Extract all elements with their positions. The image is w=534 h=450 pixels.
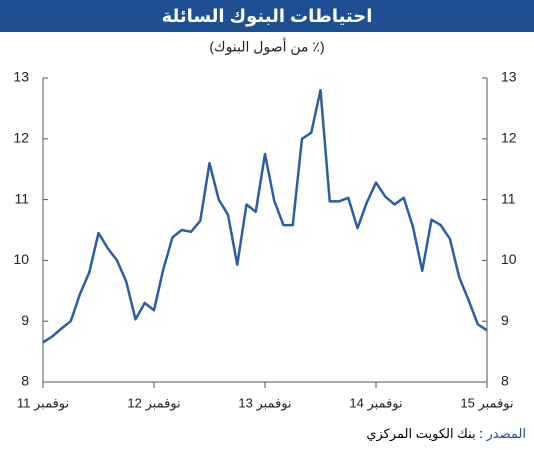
y2-tick-label: 9 <box>501 312 509 328</box>
chart-title: احتياطات البنوك السائلة <box>162 6 373 27</box>
x-tick-label: نوفمبر 13 <box>238 395 291 411</box>
y-tick-label: 10 <box>13 251 29 267</box>
y-tick-label: 12 <box>13 130 29 146</box>
chart: احتياطات البنوك السائلة (٪ من أصول البنو… <box>0 0 534 411</box>
x-tick-label: نوفمبر 12 <box>127 395 180 411</box>
y-tick-label: 8 <box>21 373 29 389</box>
y-tick-label: 11 <box>14 190 29 206</box>
chart-subtitle: (٪ من أصول البنوك) <box>209 38 324 56</box>
x-tick-label: نوفمبر 14 <box>349 395 402 411</box>
y2-tick-label: 13 <box>501 69 517 85</box>
title-bar <box>0 0 534 32</box>
x-tick-label: نوفمبر 11 <box>17 395 69 411</box>
y-tick-label: 13 <box>13 69 29 85</box>
source-label: المصدر <box>486 426 526 441</box>
y2-tick-label: 11 <box>501 190 516 206</box>
y2-tick-label: 8 <box>501 373 509 389</box>
x-tick-label: نوفمبر 15 <box>460 395 513 411</box>
y2-tick-label: 10 <box>501 251 517 267</box>
data-line <box>42 88 488 344</box>
source: المصدر : بنك الكويت المركزي <box>366 426 526 442</box>
y2-tick-label: 12 <box>501 130 517 146</box>
source-text: : بنك الكويت المركزي <box>366 426 483 441</box>
y-tick-label: 9 <box>21 312 29 328</box>
